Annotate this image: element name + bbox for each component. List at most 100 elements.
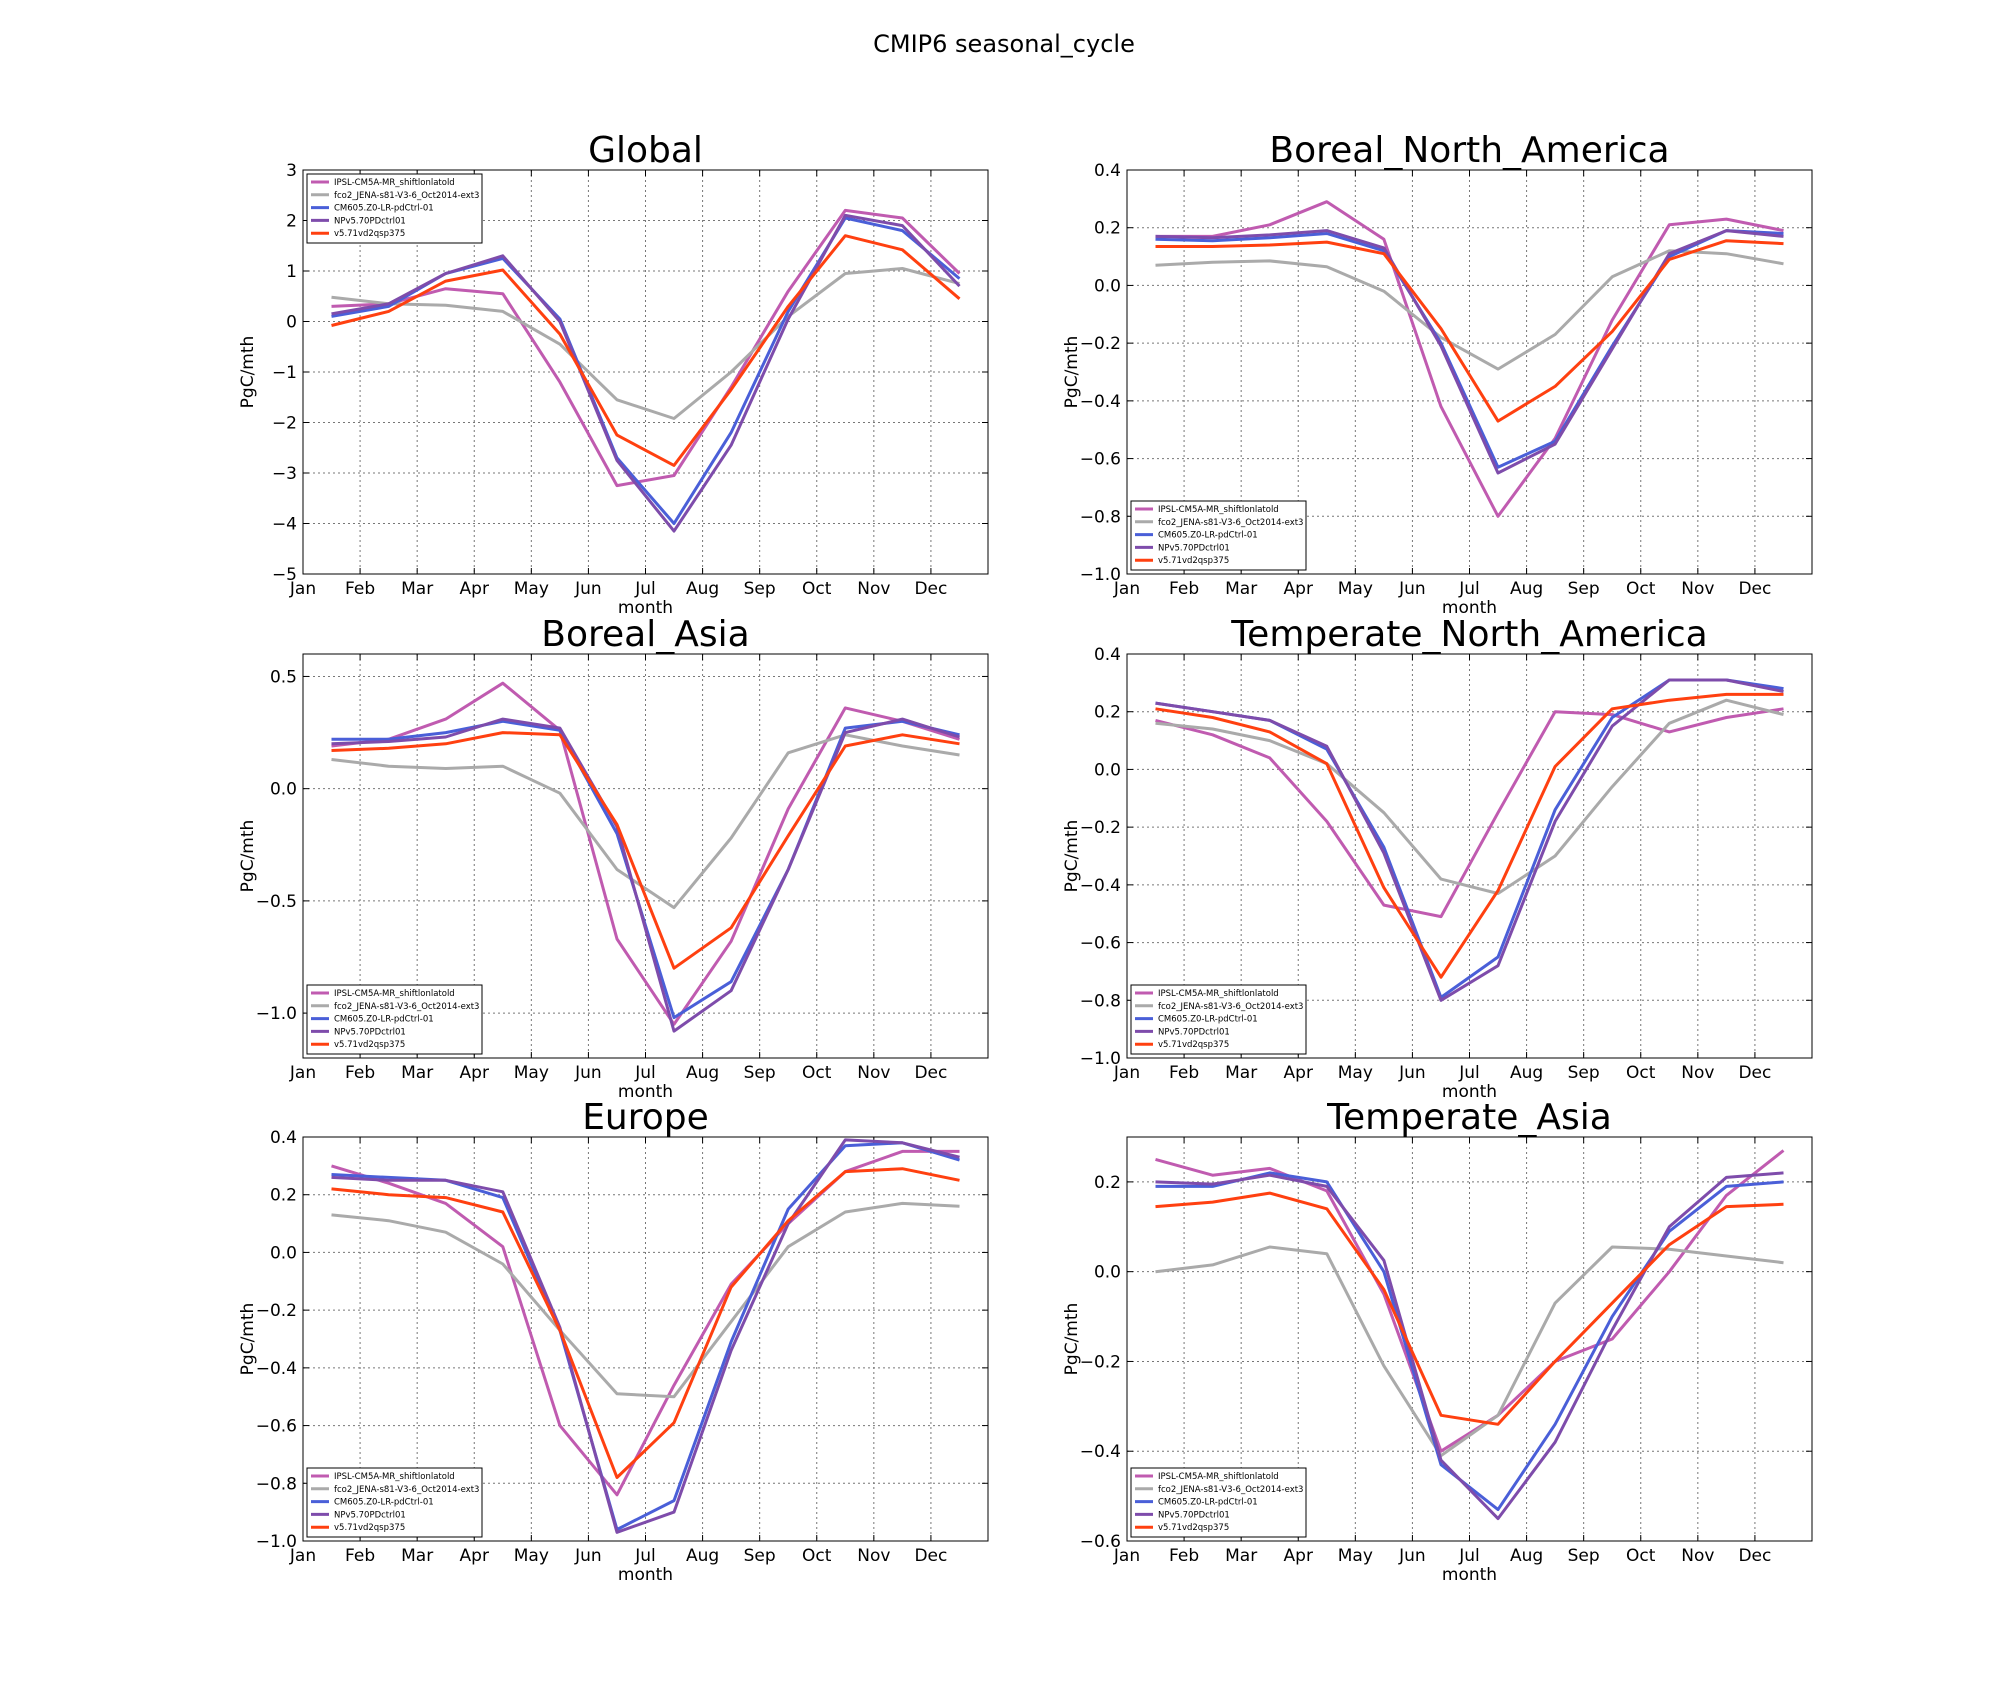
y-tick-label: 0.5 [270,667,297,687]
y-tick-label: −2 [272,414,297,434]
legend-entry-npv5-70pdctrl01: NPv5.70PDctrl01 [1158,543,1230,553]
x-tick-label: Feb [1169,579,1199,599]
y-tick-label: −0.4 [1080,392,1121,412]
series-line-ipsl-cm5a-mr-shiftlonlatold [1155,1149,1785,1453]
y-tick-label: 0.4 [1094,161,1121,181]
x-tick-label: Mar [401,1546,433,1566]
y-tick-label: −0.2 [1080,818,1121,838]
legend: IPSL-CM5A-MR_shiftlonlatold fco2_JENA-s81… [1130,1467,1307,1538]
x-tick-label: Oct [802,1063,832,1083]
y-tick-label: −0.2 [1080,1352,1121,1372]
x-tick-label: Dec [914,1546,947,1566]
legend-entry-v5-71vd2qsp375: v5.71vd2qsp375 [334,1523,405,1533]
x-tick-label: May [1338,579,1373,599]
y-tick-label: −1.0 [256,1004,297,1024]
x-axis-label: month [1442,1082,1497,1102]
x-tick-label: Oct [1626,579,1656,599]
x-tick-label: Aug [1510,579,1543,599]
x-tick-label: Jun [574,1546,602,1566]
legend-box [1130,500,1307,571]
x-tick-label: Jul [1458,579,1480,599]
panel-title: Temperate_Asia [1326,1097,1612,1138]
panel-boreal-asia: Boreal_Asia Jan Feb Mar Apr May Jun Jul Aug Sep Oc… [238,614,989,1102]
panel-global: Global Jan Feb Mar Apr May Jun Jul Aug Sep Oct Nov D… [238,130,989,618]
y-tick-label: −5 [272,565,297,585]
y-tick-label: −0.4 [1080,876,1121,896]
series-line-v5-71vd2qsp375 [331,234,961,467]
legend-entry-cm605-z0-lr-pdctrl-01: CM605.Z0-LR-pdCtrl-01 [334,1015,434,1025]
legend: IPSL-CM5A-MR_shiftlonlatold fco2_JENA-s81… [306,1467,483,1538]
x-tick-label: Mar [401,1063,433,1083]
y-tick-label: 0.2 [1094,703,1121,723]
legend-entry-ipsl-cm5a-mr-shiftlonlatold: IPSL-CM5A-MR_shiftlonlatold [1158,1472,1279,1482]
panel-temperate-asia: Temperate_Asia Jan Feb Mar Apr May Jun Jul Aug Se… [1062,1097,1813,1585]
x-tick-label: Jan [1113,579,1140,599]
series-line-v5-71vd2qsp375 [1155,1191,1784,1426]
y-axis-label: PgC/mth [238,1303,258,1376]
legend-entry-npv5-70pdctrl01: NPv5.70PDctrl01 [1158,1510,1230,1520]
y-tick-label: 0.4 [270,1128,297,1148]
series-line-v5-71vd2qsp375 [331,731,960,970]
series-line-v5-71vd2qsp375 [1155,692,1784,979]
x-tick-label: Jun [1398,1063,1426,1083]
plot-frame [1126,169,1813,575]
y-tick-label: −0.8 [1080,991,1121,1011]
y-tick-label: 0.0 [1094,276,1121,296]
y-tick-label: −0.4 [1080,1442,1121,1462]
series-line-cm605-z0-lr-pdctrl-01 [1155,1171,1784,1512]
legend-entry-npv5-70pdctrl01: NPv5.70PDctrl01 [334,1510,406,1520]
y-axis-label: PgC/mth [1062,1303,1082,1376]
y-tick-label: −1.0 [256,1532,297,1552]
x-tick-label: Jul [1458,1063,1480,1083]
x-tick-label: Nov [1681,1063,1714,1083]
x-tick-label: Apr [460,579,489,599]
x-tick-label: Nov [1681,1546,1714,1566]
plot-frame [302,169,989,575]
x-tick-label: Sep [1568,579,1600,599]
legend-entry-ipsl-cm5a-mr-shiftlonlatold: IPSL-CM5A-MR_shiftlonlatold [334,1472,455,1482]
y-axis-label: PgC/mth [1062,336,1082,409]
legend-box [306,173,483,244]
series-line-cm605-z0-lr-pdctrl-01 [1155,229,1784,469]
y-tick-label: 0.2 [1094,219,1121,239]
series-line-npv5-70pdctrl01 [331,213,961,533]
legend-entry-ipsl-cm5a-mr-shiftlonlatold: IPSL-CM5A-MR_shiftlonlatold [334,178,455,188]
y-tick-label: −0.6 [256,1417,297,1437]
y-tick-label: 0.0 [270,1243,297,1263]
series-line-fco2-jena-s81-v3-6-oct2014-ext3 [331,733,960,910]
series-line-npv5-70pdctrl01 [331,717,960,1033]
x-tick-label: Jan [1113,1063,1140,1083]
legend: IPSL-CM5A-MR_shiftlonlatold fco2_JENA-s81… [306,984,483,1055]
series-line-ipsl-cm5a-mr-shiftlonlatold [331,1149,960,1497]
x-tick-label: Oct [802,579,832,599]
x-tick-label: Mar [1225,579,1257,599]
panel-title: Temperate_North_America [1230,614,1707,655]
x-tick-label: Feb [345,1546,375,1566]
y-tick-label: −0.6 [1080,934,1121,954]
y-tick-label: 0.0 [1094,1263,1121,1283]
y-axis-label: PgC/mth [238,820,258,893]
plot-frame [302,1136,989,1542]
series-line-npv5-70pdctrl01 [331,1138,960,1534]
legend-entry-fco2-jena-s81-v3-6-oct2014-ext3: fco2_JENA-s81-V3-6_Oct2014-ext3 [1158,1485,1303,1495]
y-axis-label: PgC/mth [238,336,258,409]
legend-box [306,1467,483,1538]
legend-entry-v5-71vd2qsp375: v5.71vd2qsp375 [334,1040,405,1050]
x-tick-label: Jun [574,1063,602,1083]
x-tick-label: Aug [686,1546,719,1566]
legend-entry-ipsl-cm5a-mr-shiftlonlatold: IPSL-CM5A-MR_shiftlonlatold [1158,989,1279,999]
x-tick-label: May [514,579,549,599]
figure-title: CMIP6 seasonal_cycle [873,30,1135,58]
x-tick-label: Aug [1510,1546,1543,1566]
legend-entry-v5-71vd2qsp375: v5.71vd2qsp375 [334,229,405,239]
x-axis-label: month [1442,1565,1497,1585]
x-tick-label: Apr [460,1546,489,1566]
x-tick-label: Jan [289,1063,316,1083]
series-line-npv5-70pdctrl01 [1155,1171,1784,1521]
legend: IPSL-CM5A-MR_shiftlonlatold fco2_JENA-s81… [1130,984,1307,1055]
x-tick-label: Feb [345,579,375,599]
legend-entry-fco2-jena-s81-v3-6-oct2014-ext3: fco2_JENA-s81-V3-6_Oct2014-ext3 [334,1002,479,1012]
x-tick-label: May [514,1546,549,1566]
x-tick-label: Apr [1284,579,1313,599]
